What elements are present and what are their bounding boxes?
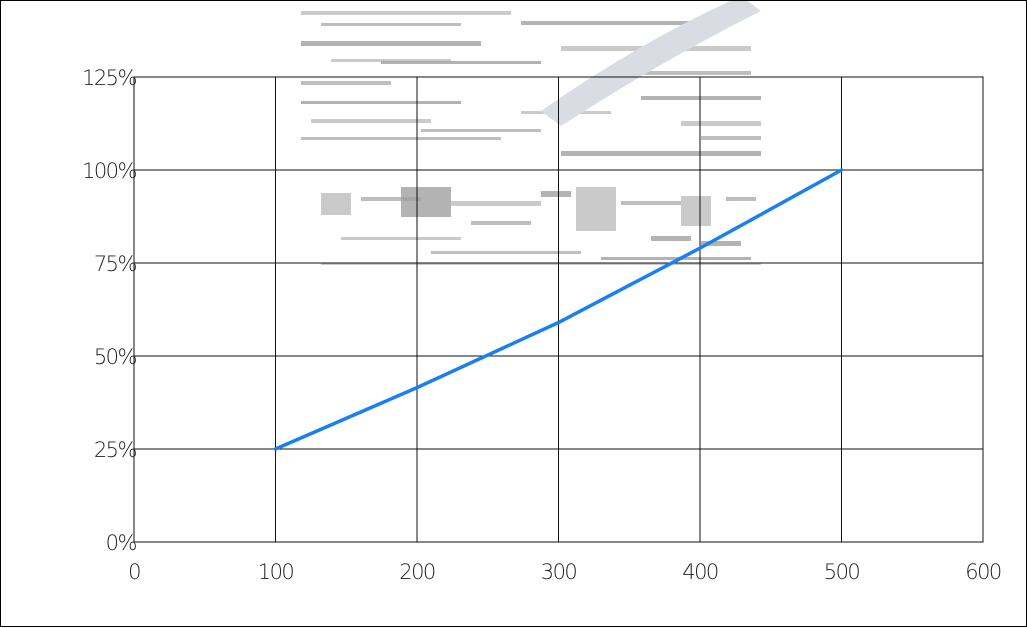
watermark-stripe xyxy=(301,101,461,104)
watermark-stripe xyxy=(601,71,751,75)
watermark-stripe xyxy=(301,137,501,140)
y-tick-label: 100% xyxy=(82,159,137,183)
watermark-stripe xyxy=(321,193,351,215)
x-tick-label: 0 xyxy=(128,560,140,584)
y-axis-ticks: 0% 25% 50% 75% 100% 125% xyxy=(82,66,138,555)
y-tick-label: 50% xyxy=(94,345,137,369)
watermark-stripe xyxy=(701,136,761,140)
watermark-stripe xyxy=(681,196,711,226)
y-tick-label: 75% xyxy=(94,252,137,276)
watermark-stripe xyxy=(321,23,461,26)
watermark-stripe xyxy=(681,121,761,126)
watermark-stripe xyxy=(321,263,761,265)
watermark-stripe xyxy=(301,81,391,85)
x-tick-label: 500 xyxy=(824,560,860,584)
watermark-stripe xyxy=(361,197,421,201)
watermark-stripe xyxy=(651,236,691,241)
watermark-stripe xyxy=(431,251,581,254)
watermark-stripe xyxy=(421,129,541,132)
watermark-stripe xyxy=(311,119,431,123)
chart-grid xyxy=(133,76,984,543)
watermark-stripe xyxy=(601,257,751,260)
watermark-stripe xyxy=(451,201,541,206)
watermark-stripe xyxy=(726,197,756,201)
y-tick-label: 0% xyxy=(106,531,137,555)
watermark-stripe xyxy=(471,221,531,225)
x-axis-ticks: 0 100 200 300 400 500 600 xyxy=(128,560,1002,584)
watermark-stripe xyxy=(301,11,511,15)
watermark-stripe xyxy=(701,241,741,246)
x-tick-label: 600 xyxy=(965,560,1001,584)
watermark-stripe xyxy=(621,201,681,205)
watermark-stripe xyxy=(341,237,461,240)
x-tick-label: 100 xyxy=(258,560,294,584)
y-tick-label: 25% xyxy=(94,438,137,462)
watermark-stripe xyxy=(541,191,571,197)
chart-series xyxy=(273,168,844,451)
watermark-stripe xyxy=(301,41,481,46)
x-tick-label: 400 xyxy=(682,560,718,584)
watermark-swoosh xyxy=(541,1,761,126)
watermark-stripe xyxy=(331,59,451,62)
watermark-stripe xyxy=(561,151,761,156)
x-tick-label: 200 xyxy=(399,560,435,584)
x-tick-label: 300 xyxy=(541,560,577,584)
watermark-stripe xyxy=(576,187,616,231)
y-tick-label: 125% xyxy=(82,66,137,90)
watermark-stripe xyxy=(641,96,761,100)
watermark-stripe xyxy=(401,187,451,217)
series-line xyxy=(273,168,844,451)
watermark-stripe xyxy=(521,21,721,25)
watermark-stripe xyxy=(381,61,541,64)
watermark-logo xyxy=(301,1,761,265)
